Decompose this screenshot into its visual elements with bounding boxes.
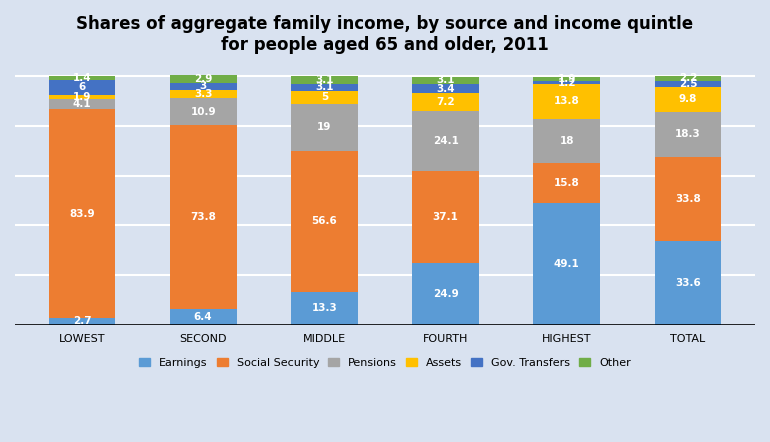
Bar <box>49 318 116 325</box>
Text: 33.6: 33.6 <box>675 278 701 288</box>
Bar <box>170 309 236 325</box>
Text: 24.9: 24.9 <box>433 289 458 299</box>
Bar <box>291 91 358 104</box>
Text: 3.1: 3.1 <box>437 76 455 85</box>
Title: Shares of aggregate family income, by source and income quintle
for people aged : Shares of aggregate family income, by so… <box>76 15 694 54</box>
Bar <box>654 157 721 241</box>
Text: 73.8: 73.8 <box>190 212 216 222</box>
Bar <box>170 98 236 126</box>
Bar <box>412 110 479 171</box>
Text: 4.1: 4.1 <box>72 99 92 109</box>
Bar <box>291 84 358 91</box>
Bar <box>49 95 116 99</box>
Text: 3.1: 3.1 <box>315 75 333 85</box>
Text: 19: 19 <box>317 122 332 132</box>
Bar <box>412 93 479 110</box>
Text: 2.2: 2.2 <box>679 73 698 84</box>
Text: 18.3: 18.3 <box>675 130 701 139</box>
Bar <box>412 76 479 84</box>
Text: 56.6: 56.6 <box>312 216 337 226</box>
Text: 1.9: 1.9 <box>557 74 576 84</box>
Text: 24.1: 24.1 <box>433 136 459 145</box>
Bar <box>291 104 358 151</box>
Bar <box>170 76 236 83</box>
Bar <box>534 164 600 202</box>
Text: 2.9: 2.9 <box>194 74 213 84</box>
Bar <box>412 171 479 263</box>
Bar <box>654 112 721 157</box>
Text: 13.8: 13.8 <box>554 96 580 107</box>
Text: 1.2: 1.2 <box>557 78 576 88</box>
Text: 49.1: 49.1 <box>554 259 580 269</box>
Bar <box>654 76 721 81</box>
Text: 6: 6 <box>79 82 85 92</box>
Text: 10.9: 10.9 <box>190 107 216 117</box>
Bar <box>170 90 236 98</box>
Text: 1.4: 1.4 <box>72 73 92 83</box>
Bar <box>49 76 116 80</box>
Text: 6.4: 6.4 <box>194 312 213 322</box>
Text: 3: 3 <box>199 81 207 91</box>
Text: 3.4: 3.4 <box>437 84 455 94</box>
Bar <box>534 202 600 325</box>
Bar <box>291 151 358 292</box>
Bar <box>170 83 236 90</box>
Bar <box>291 76 358 84</box>
Bar <box>291 292 358 325</box>
Text: 83.9: 83.9 <box>69 209 95 219</box>
Text: 9.8: 9.8 <box>679 95 697 104</box>
Bar <box>49 80 116 95</box>
Text: 3.3: 3.3 <box>194 89 213 99</box>
Bar <box>654 88 721 112</box>
Text: 33.8: 33.8 <box>675 194 701 204</box>
Bar <box>412 263 479 325</box>
Bar <box>654 81 721 88</box>
Text: 18: 18 <box>560 136 574 146</box>
Bar <box>49 110 116 318</box>
Bar <box>534 118 600 164</box>
Text: 15.8: 15.8 <box>554 178 580 188</box>
Text: 3.1: 3.1 <box>315 82 333 92</box>
Text: 37.1: 37.1 <box>433 212 459 222</box>
Legend: Earnings, Social Security, Pensions, Assets, Gov. Transfers, Other: Earnings, Social Security, Pensions, Ass… <box>136 354 634 371</box>
Bar <box>534 84 600 118</box>
Text: 1.9: 1.9 <box>73 92 91 102</box>
Bar <box>534 76 600 81</box>
Bar <box>49 99 116 110</box>
Text: 2.7: 2.7 <box>72 316 92 326</box>
Bar <box>654 241 721 325</box>
Text: 7.2: 7.2 <box>437 97 455 107</box>
Bar <box>534 81 600 84</box>
Bar <box>170 126 236 309</box>
Text: 13.3: 13.3 <box>312 303 337 313</box>
Text: 5: 5 <box>321 92 328 103</box>
Text: 2.5: 2.5 <box>679 79 698 89</box>
Bar <box>412 84 479 93</box>
